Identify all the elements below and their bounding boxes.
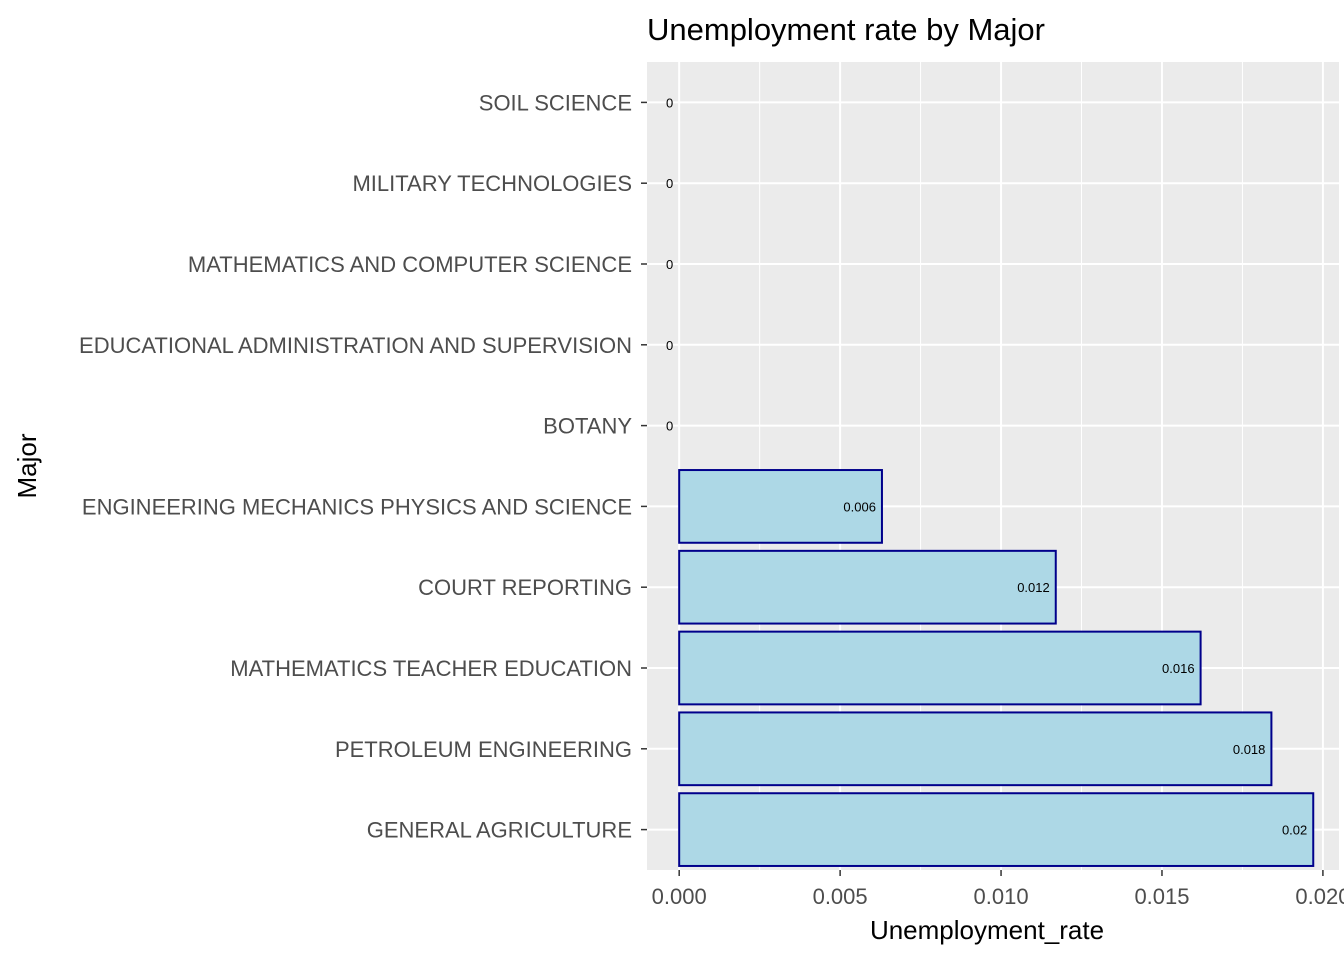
y-category-label: EDUCATIONAL ADMINISTRATION AND SUPERVISI… (79, 333, 632, 358)
x-axis: 0.000 0.005 0.010 0.015 0.020 (652, 870, 1344, 909)
chart-title: Unemployment rate by Major (647, 12, 1045, 47)
y-category-label: ENGINEERING MECHANICS PHYSICS AND SCIENC… (82, 494, 632, 519)
bar-value-label: 0 (666, 338, 673, 353)
x-tick-label: 0.020 (1295, 884, 1344, 909)
bar-value-label: 0.012 (1017, 580, 1050, 595)
y-category-label: MATHEMATICS AND COMPUTER SCIENCE (188, 252, 632, 277)
y-category-label: GENERAL AGRICULTURE (367, 818, 632, 843)
y-category-label: MATHEMATICS TEACHER EDUCATION (230, 656, 632, 681)
bar-value-label: 0.006 (843, 499, 876, 514)
y-category-label: SOIL SCIENCE (479, 90, 632, 115)
x-tick-label: 0.005 (813, 884, 868, 909)
bar (678, 630, 1202, 706)
bar (678, 549, 1057, 625)
y-category-label: COURT REPORTING (418, 575, 632, 600)
bar-value-label: 0 (666, 419, 673, 434)
bar-value-label: 0.02 (1282, 823, 1307, 838)
bar-layer (678, 469, 1315, 867)
bar-value-label: 0 (666, 176, 673, 191)
bar-value-label: 0 (666, 95, 673, 110)
y-category-label: MILITARY TECHNOLOGIES (352, 171, 632, 196)
bar-value-label: 0.016 (1162, 661, 1195, 676)
bar-value-label: 0 (666, 257, 673, 272)
y-category-label: PETROLEUM ENGINEERING (335, 737, 632, 762)
bar (678, 792, 1315, 867)
x-tick-label: 0.015 (1134, 884, 1189, 909)
y-category-label: BOTANY (543, 414, 632, 439)
y-axis: SOIL SCIENCE MILITARY TECHNOLOGIES MATHEMA… (79, 90, 647, 843)
bar-value-label: 0.018 (1233, 742, 1266, 757)
bar (678, 711, 1273, 787)
x-tick-label: 0.000 (652, 884, 707, 909)
x-tick-label: 0.010 (974, 884, 1029, 909)
y-axis-title: Major (12, 433, 42, 498)
x-axis-title: Unemployment_rate (870, 915, 1104, 945)
bar (678, 469, 883, 544)
data-label-layer: 0 0 0 0 0 0.006 0.012 0.016 0.018 0.02 (666, 95, 1307, 837)
